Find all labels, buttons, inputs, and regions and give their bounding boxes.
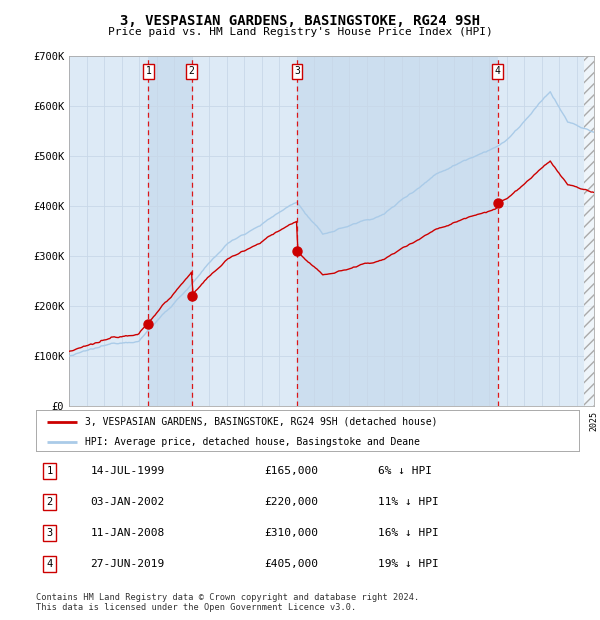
Text: 14-JUL-1999: 14-JUL-1999 xyxy=(91,466,164,476)
Text: £165,000: £165,000 xyxy=(264,466,318,476)
Text: 3, VESPASIAN GARDENS, BASINGSTOKE, RG24 9SH (detached house): 3, VESPASIAN GARDENS, BASINGSTOKE, RG24 … xyxy=(85,417,437,427)
Text: 3: 3 xyxy=(46,528,53,538)
Text: 16% ↓ HPI: 16% ↓ HPI xyxy=(378,528,439,538)
Text: £405,000: £405,000 xyxy=(264,559,318,569)
Text: 27-JUN-2019: 27-JUN-2019 xyxy=(91,559,164,569)
Bar xyxy=(584,56,594,406)
Text: Contains HM Land Registry data © Crown copyright and database right 2024.
This d: Contains HM Land Registry data © Crown c… xyxy=(36,593,419,613)
Text: 2: 2 xyxy=(46,497,53,507)
Text: 6% ↓ HPI: 6% ↓ HPI xyxy=(378,466,432,476)
Text: 03-JAN-2002: 03-JAN-2002 xyxy=(91,497,164,507)
Text: 4: 4 xyxy=(494,66,500,76)
Text: £310,000: £310,000 xyxy=(264,528,318,538)
Text: 3: 3 xyxy=(294,66,300,76)
Text: 11% ↓ HPI: 11% ↓ HPI xyxy=(378,497,439,507)
Bar xyxy=(148,56,191,406)
Text: 11-JAN-2008: 11-JAN-2008 xyxy=(91,528,164,538)
Bar xyxy=(297,56,497,406)
Bar xyxy=(584,56,594,406)
Text: 1: 1 xyxy=(146,66,151,76)
Text: 3, VESPASIAN GARDENS, BASINGSTOKE, RG24 9SH: 3, VESPASIAN GARDENS, BASINGSTOKE, RG24 … xyxy=(120,14,480,28)
Text: HPI: Average price, detached house, Basingstoke and Deane: HPI: Average price, detached house, Basi… xyxy=(85,437,420,448)
Text: 1: 1 xyxy=(46,466,53,476)
Text: 2: 2 xyxy=(189,66,194,76)
Text: Price paid vs. HM Land Registry's House Price Index (HPI): Price paid vs. HM Land Registry's House … xyxy=(107,27,493,37)
Text: £220,000: £220,000 xyxy=(264,497,318,507)
Text: 4: 4 xyxy=(46,559,53,569)
Text: 19% ↓ HPI: 19% ↓ HPI xyxy=(378,559,439,569)
